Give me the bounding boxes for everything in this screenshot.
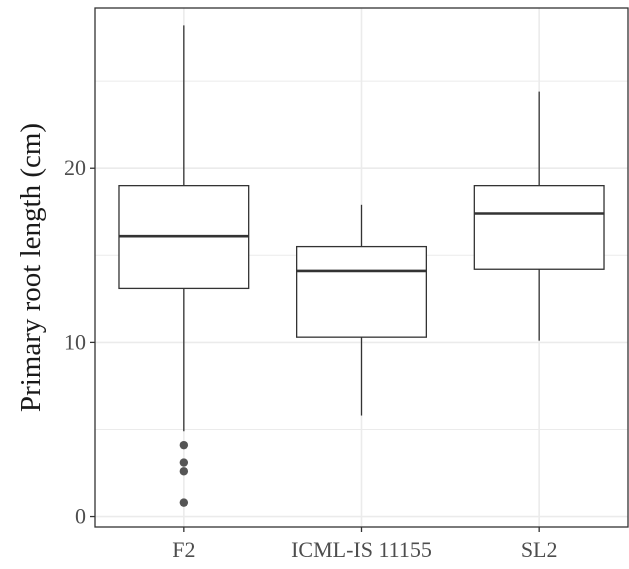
y-tick-label: 20 <box>64 155 86 180</box>
box-sl2 <box>473 184 605 270</box>
outlier-point-f2 <box>179 467 189 476</box>
outlier-point-f2 <box>179 458 189 467</box>
box-icml-is-11155 <box>296 245 427 338</box>
y-tick-label: 0 <box>75 504 86 529</box>
y-tick-label: 10 <box>64 329 86 354</box>
axis-ticks: 0 10 20 F2 ICML-IS 11155 SL2 <box>64 155 558 562</box>
outlier-point-f2 <box>179 498 189 507</box>
x-tick-label: ICML-IS 11155 <box>291 537 432 562</box>
y-axis-title: Primary root length (cm) <box>15 123 47 412</box>
boxes <box>118 25 605 507</box>
x-tick-label: F2 <box>172 537 195 562</box>
outlier-point-f2 <box>179 440 189 450</box>
x-tick-label: SL2 <box>521 537 558 562</box>
